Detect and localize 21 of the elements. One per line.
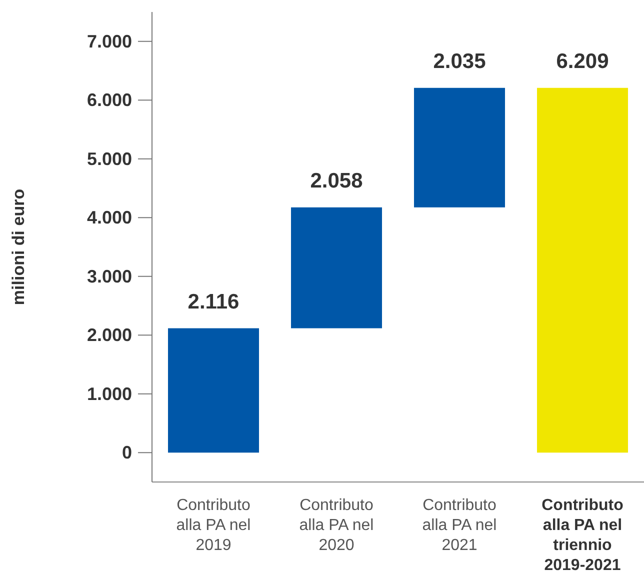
y-tick-label: 7.000 (86, 31, 132, 52)
y-tick-label: 6.000 (86, 90, 132, 110)
bar (414, 88, 505, 208)
bar (168, 328, 259, 453)
data-label: 6.209 (556, 50, 609, 73)
data-label: 2.116 (188, 290, 240, 314)
data-label: 2.035 (433, 50, 486, 73)
x-tick-label: Contributo alla PA nel 2021 (422, 497, 497, 554)
bar (537, 88, 628, 453)
y-tick-label: 5.000 (86, 148, 132, 169)
y-tick-label: 2.000 (86, 325, 132, 346)
y-tick-label: 1.000 (86, 384, 132, 404)
y-tick-label: 0 (122, 442, 132, 463)
y-tick-label: 4.000 (86, 208, 132, 228)
x-tick-label: Contributo alla PA nel 2019 (176, 497, 251, 554)
x-tick-label: Contributo alla PA nel triennio 2019-2021 (542, 497, 624, 574)
bar (291, 207, 382, 328)
x-tick-label: Contributo alla PA nel 2020 (299, 497, 374, 554)
data-label: 2.058 (310, 169, 364, 192)
y-tick-label: 3.000 (86, 266, 132, 286)
y-axis-title: milioni di euro (9, 188, 28, 306)
